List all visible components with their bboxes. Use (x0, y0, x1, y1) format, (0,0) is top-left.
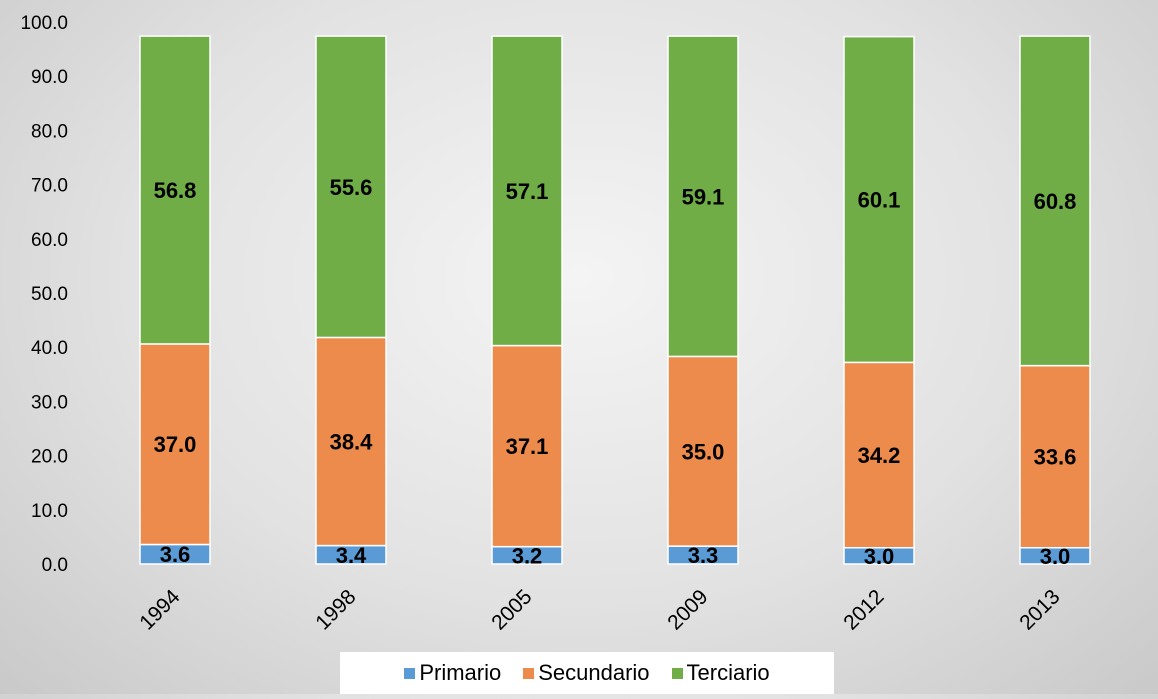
data-label: 35.0 (682, 439, 725, 464)
data-label: 60.1 (858, 188, 901, 213)
data-label: 3.4 (336, 543, 367, 568)
y-tick-label: 20.0 (31, 447, 68, 468)
y-tick-label: 60.0 (31, 230, 68, 251)
legend-item-secundario: Secundario (523, 660, 650, 686)
bar-terciario-1998 (315, 35, 387, 339)
legend-label: Terciario (686, 660, 770, 685)
y-tick-label: 10.0 (31, 501, 68, 522)
data-label: 3.3 (688, 543, 719, 568)
x-tick-label: 2012 (839, 585, 888, 634)
legend-item-terciario: Terciario (671, 660, 770, 686)
data-label: 59.1 (682, 184, 725, 209)
y-tick-label: 50.0 (31, 284, 68, 305)
bar-terciario-2005 (491, 35, 563, 347)
y-tick-label: 80.0 (31, 121, 68, 142)
legend-swatch (404, 667, 416, 679)
x-tick-label: 2005 (487, 585, 536, 634)
bar-secundario-1998 (315, 336, 387, 547)
bar-secundario-2009 (667, 355, 739, 547)
x-tick-label: 2009 (663, 585, 712, 634)
legend-label: Primario (419, 660, 502, 685)
bar-secundario-2005 (491, 344, 563, 548)
data-label: 55.6 (330, 175, 373, 200)
data-label: 38.4 (330, 430, 374, 455)
data-label: 37.0 (154, 432, 197, 457)
data-label: 37.1 (506, 434, 549, 459)
data-label: 3.6 (160, 542, 191, 567)
data-label: 33.6 (1034, 445, 1077, 470)
bar-secundario-2012 (843, 361, 915, 549)
y-tick-label: 100.0 (20, 13, 68, 34)
bar-terciario-1994 (139, 35, 211, 345)
data-label: 60.8 (1034, 189, 1077, 214)
bar-secundario-1994 (139, 343, 211, 546)
bar-terciario-2012 (843, 35, 915, 364)
legend-swatch (671, 667, 683, 679)
x-tick-label: 1994 (135, 585, 185, 635)
y-tick-label: 30.0 (31, 392, 68, 413)
bar-terciario-2009 (667, 35, 739, 358)
y-tick-label: 70.0 (31, 176, 68, 197)
data-label: 57.1 (506, 179, 549, 204)
y-tick-label: 40.0 (31, 338, 68, 359)
legend: Primario Secundario Terciario (340, 652, 834, 694)
data-label: 34.2 (858, 443, 901, 468)
legend-swatch (523, 667, 535, 679)
y-tick-label: 0.0 (42, 555, 68, 576)
y-tick-label: 90.0 (31, 67, 68, 88)
bar-terciario-2013 (1019, 35, 1091, 367)
x-tick-label: 1998 (311, 585, 360, 634)
legend-label: Secundario (538, 660, 650, 685)
legend-item-primario: Primario (404, 660, 501, 686)
x-tick-label: 2013 (1015, 585, 1064, 634)
data-label: 56.8 (154, 178, 197, 203)
bar-secundario-2013 (1019, 364, 1091, 549)
data-label: 3.2 (512, 543, 543, 568)
